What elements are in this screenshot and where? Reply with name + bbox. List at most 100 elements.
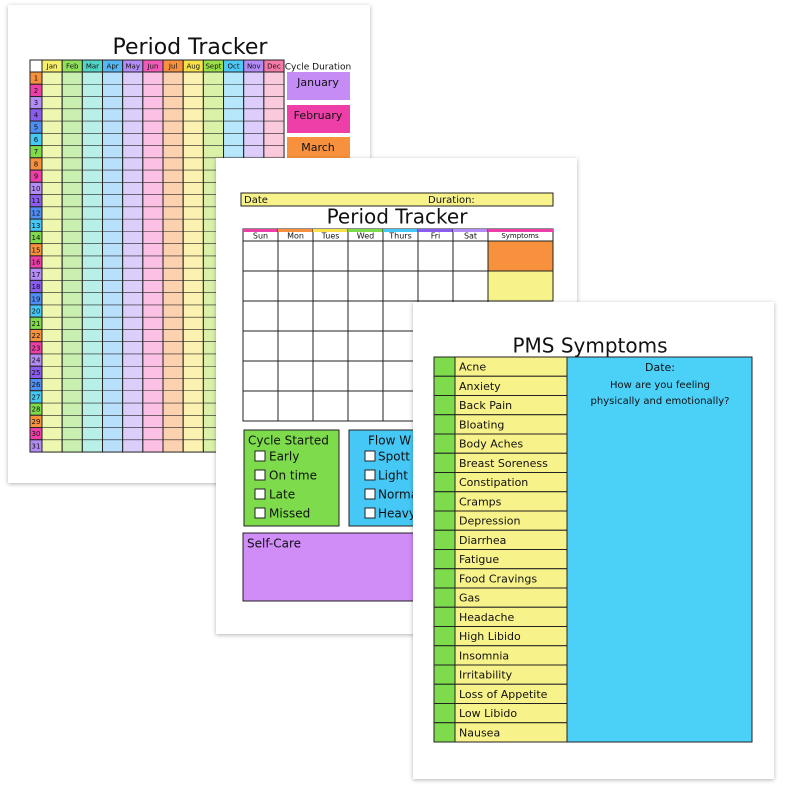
date-label: Date: (645, 361, 675, 374)
symptom-label: Loss of Appetite (459, 688, 548, 701)
day-label: 17 (32, 271, 41, 279)
symptom-label: Insomnia (459, 649, 509, 662)
calendar-cell (312, 390, 349, 422)
month-label: Jul (168, 63, 178, 71)
weekday-stripe (453, 229, 488, 232)
option-label: Norma (378, 488, 418, 502)
check-cell (433, 722, 456, 743)
symptom-label: High Libido (459, 630, 521, 643)
symptom-label: Acne (459, 361, 486, 374)
corner-cell (29, 59, 43, 73)
weekday-label: Tues (321, 232, 340, 241)
cycle-month: March (301, 141, 335, 154)
month-label: Jan (46, 63, 58, 71)
check-cell (433, 606, 456, 627)
day-label: 21 (32, 320, 41, 328)
cycle-duration-label: Cycle Duration (285, 63, 352, 73)
month-column (162, 71, 184, 453)
checkbox (254, 450, 266, 462)
month-column (182, 71, 204, 453)
calendar-cell (382, 360, 419, 392)
day-label: 28 (32, 406, 41, 414)
calendar-cell (382, 300, 419, 332)
calendar-cell (417, 240, 454, 272)
weekday-stripe (383, 229, 418, 232)
cycle-month: February (294, 109, 343, 122)
symptom-label: Low Libido (459, 707, 517, 720)
symptom-label: Constipation (459, 476, 528, 489)
calendar-cell (277, 300, 314, 332)
calendar-cell (347, 270, 384, 302)
day-label: 2 (34, 87, 38, 95)
day-label: 25 (32, 369, 41, 377)
month-label: Oct (228, 63, 240, 71)
cycle-started-title: Cycle Started (248, 434, 329, 448)
day-label: 30 (32, 430, 41, 438)
day-label: 1 (34, 75, 38, 83)
day-label: 10 (32, 185, 41, 193)
cycle-month: January (296, 76, 339, 89)
day-label: 24 (32, 357, 41, 365)
symptom-label: Breast Soreness (459, 457, 548, 470)
checkbox (364, 450, 376, 462)
day-label: 4 (34, 111, 39, 119)
symptom-label: Bloating (459, 418, 504, 431)
cycle-box (287, 137, 350, 159)
day-label: 11 (32, 197, 41, 205)
check-cell (433, 703, 456, 724)
month-label: Apr (107, 63, 119, 71)
check-cell (433, 452, 456, 473)
symptom-cell (487, 270, 554, 302)
day-label: 27 (32, 393, 41, 401)
check-cell (433, 529, 456, 550)
weekday-label: Mon (287, 232, 304, 241)
weekday-stripe (313, 229, 348, 232)
prompt-line: physically and emotionally? (591, 396, 730, 407)
day-label: 23 (32, 344, 41, 352)
month-label: Sept (205, 63, 221, 71)
check-cell (433, 626, 456, 647)
calendar-cell (382, 390, 419, 422)
symptom-label: Gas (459, 592, 480, 605)
title: Period Tracker (327, 205, 469, 229)
month-column (122, 71, 144, 453)
calendar-cell (347, 330, 384, 362)
symptom-label: Nausea (459, 726, 500, 739)
calendar-cell (417, 270, 454, 302)
calendar-cell (242, 390, 279, 422)
calendar-cell (277, 330, 314, 362)
check-cell (433, 414, 456, 435)
weekday-label: Wed (357, 232, 374, 241)
day-label: 8 (34, 160, 38, 168)
symptom-label: Food Cravings (459, 572, 537, 585)
checkbox (364, 507, 376, 519)
day-label: 6 (34, 136, 39, 144)
date-label: Date (244, 195, 268, 206)
check-cell (433, 356, 456, 377)
prompt-line: How are you feeling (610, 380, 710, 391)
weekday-stripe (278, 229, 313, 232)
day-label: 12 (32, 209, 41, 217)
cycle-box (287, 72, 350, 100)
checkbox (364, 488, 376, 500)
self-care-label: Self-Care (247, 537, 301, 551)
day-label: 20 (32, 308, 41, 316)
month-label: May (126, 63, 140, 71)
day-label: 26 (32, 381, 41, 389)
option-label: Heavy (378, 507, 416, 521)
symptoms-header-label: Symptoms (501, 232, 539, 240)
day-cell (29, 439, 43, 453)
month-label: Aug (186, 63, 200, 71)
month-label: Nov (247, 63, 261, 71)
symptom-label: Diarrhea (459, 534, 506, 547)
check-cell (433, 683, 456, 704)
check-cell (433, 587, 456, 608)
calendar-cell (347, 360, 384, 392)
notes-box (566, 356, 753, 743)
calendar-cell (452, 270, 489, 302)
day-label: 15 (32, 246, 41, 254)
symptom-label: Headache (459, 611, 515, 624)
month-column (61, 71, 83, 453)
day-label: 31 (32, 442, 41, 450)
symptom-label: Cramps (459, 495, 502, 508)
